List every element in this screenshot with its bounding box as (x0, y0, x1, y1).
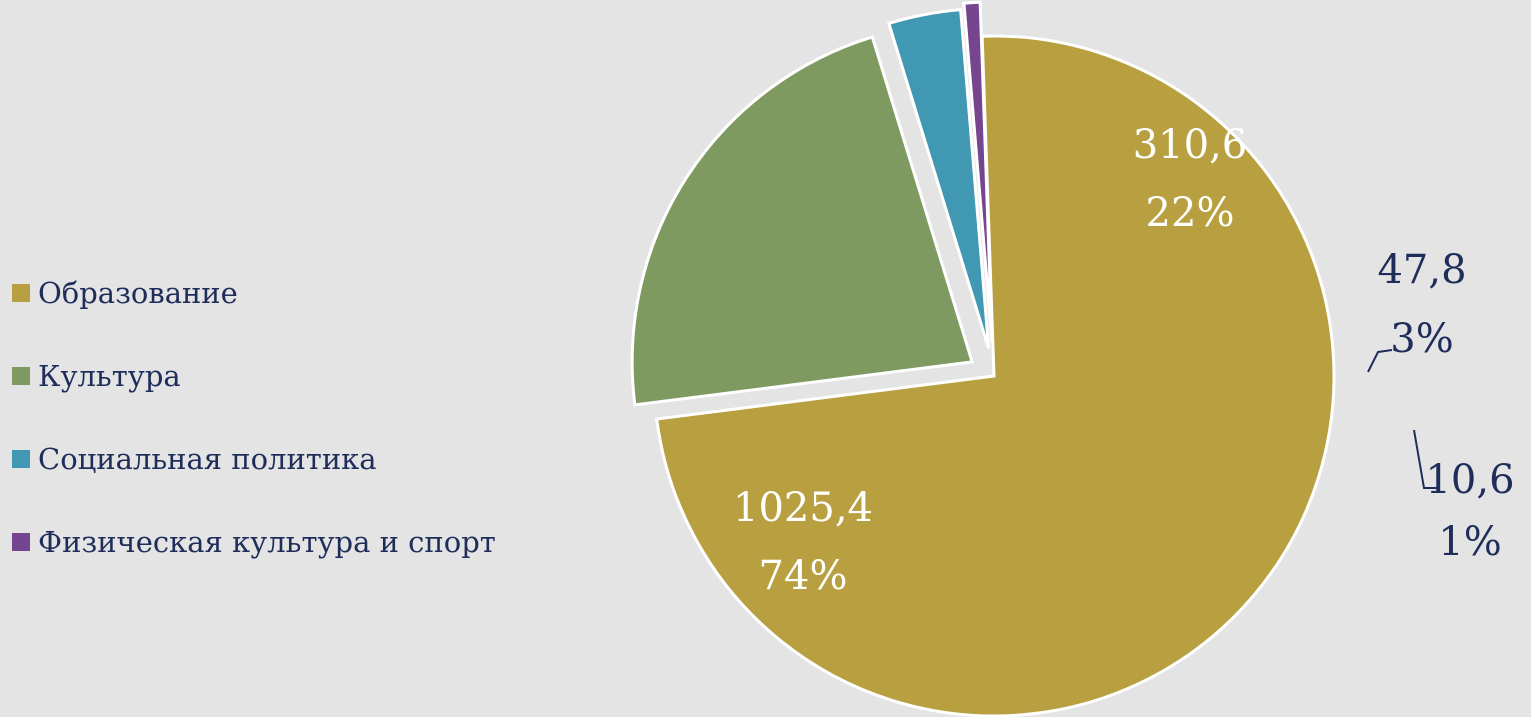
legend-label: Культура (38, 359, 181, 393)
pie-slice-social-policy (886, 8, 991, 349)
data-label-percent-culture: 22% (1146, 190, 1235, 236)
legend-label: Образование (38, 276, 238, 310)
legend-item-education: Образование (12, 272, 496, 314)
data-label-percent-education: 74% (759, 553, 848, 599)
pie-slice-education (655, 34, 1336, 717)
pie-slice-culture (630, 35, 975, 407)
legend-label: Социальная политика (38, 442, 377, 476)
legend: Образование Культура Социальная политика… (12, 272, 496, 604)
legend-swatch (12, 284, 30, 302)
data-label-value-sport: 10,6 (1425, 457, 1514, 503)
pie-slice-sport (962, 0, 994, 343)
leader-line-social-policy (1367, 349, 1393, 373)
data-label-value-social-policy: 47,8 (1377, 247, 1466, 293)
leader-line-sport (1413, 429, 1438, 489)
legend-item-culture: Культура (12, 355, 496, 397)
data-label-value-culture: 310,6 (1133, 122, 1248, 168)
legend-item-sport: Физическая культура и спорт (12, 521, 496, 563)
data-label-percent-sport: 1% (1438, 519, 1501, 565)
legend-label: Физическая культура и спорт (38, 525, 496, 559)
legend-swatch (12, 533, 30, 551)
legend-swatch (12, 367, 30, 385)
data-label-percent-social-policy: 3% (1390, 316, 1453, 362)
legend-item-social-policy: Социальная политика (12, 438, 496, 480)
legend-swatch (12, 450, 30, 468)
data-label-value-education: 1025,4 (733, 485, 873, 531)
